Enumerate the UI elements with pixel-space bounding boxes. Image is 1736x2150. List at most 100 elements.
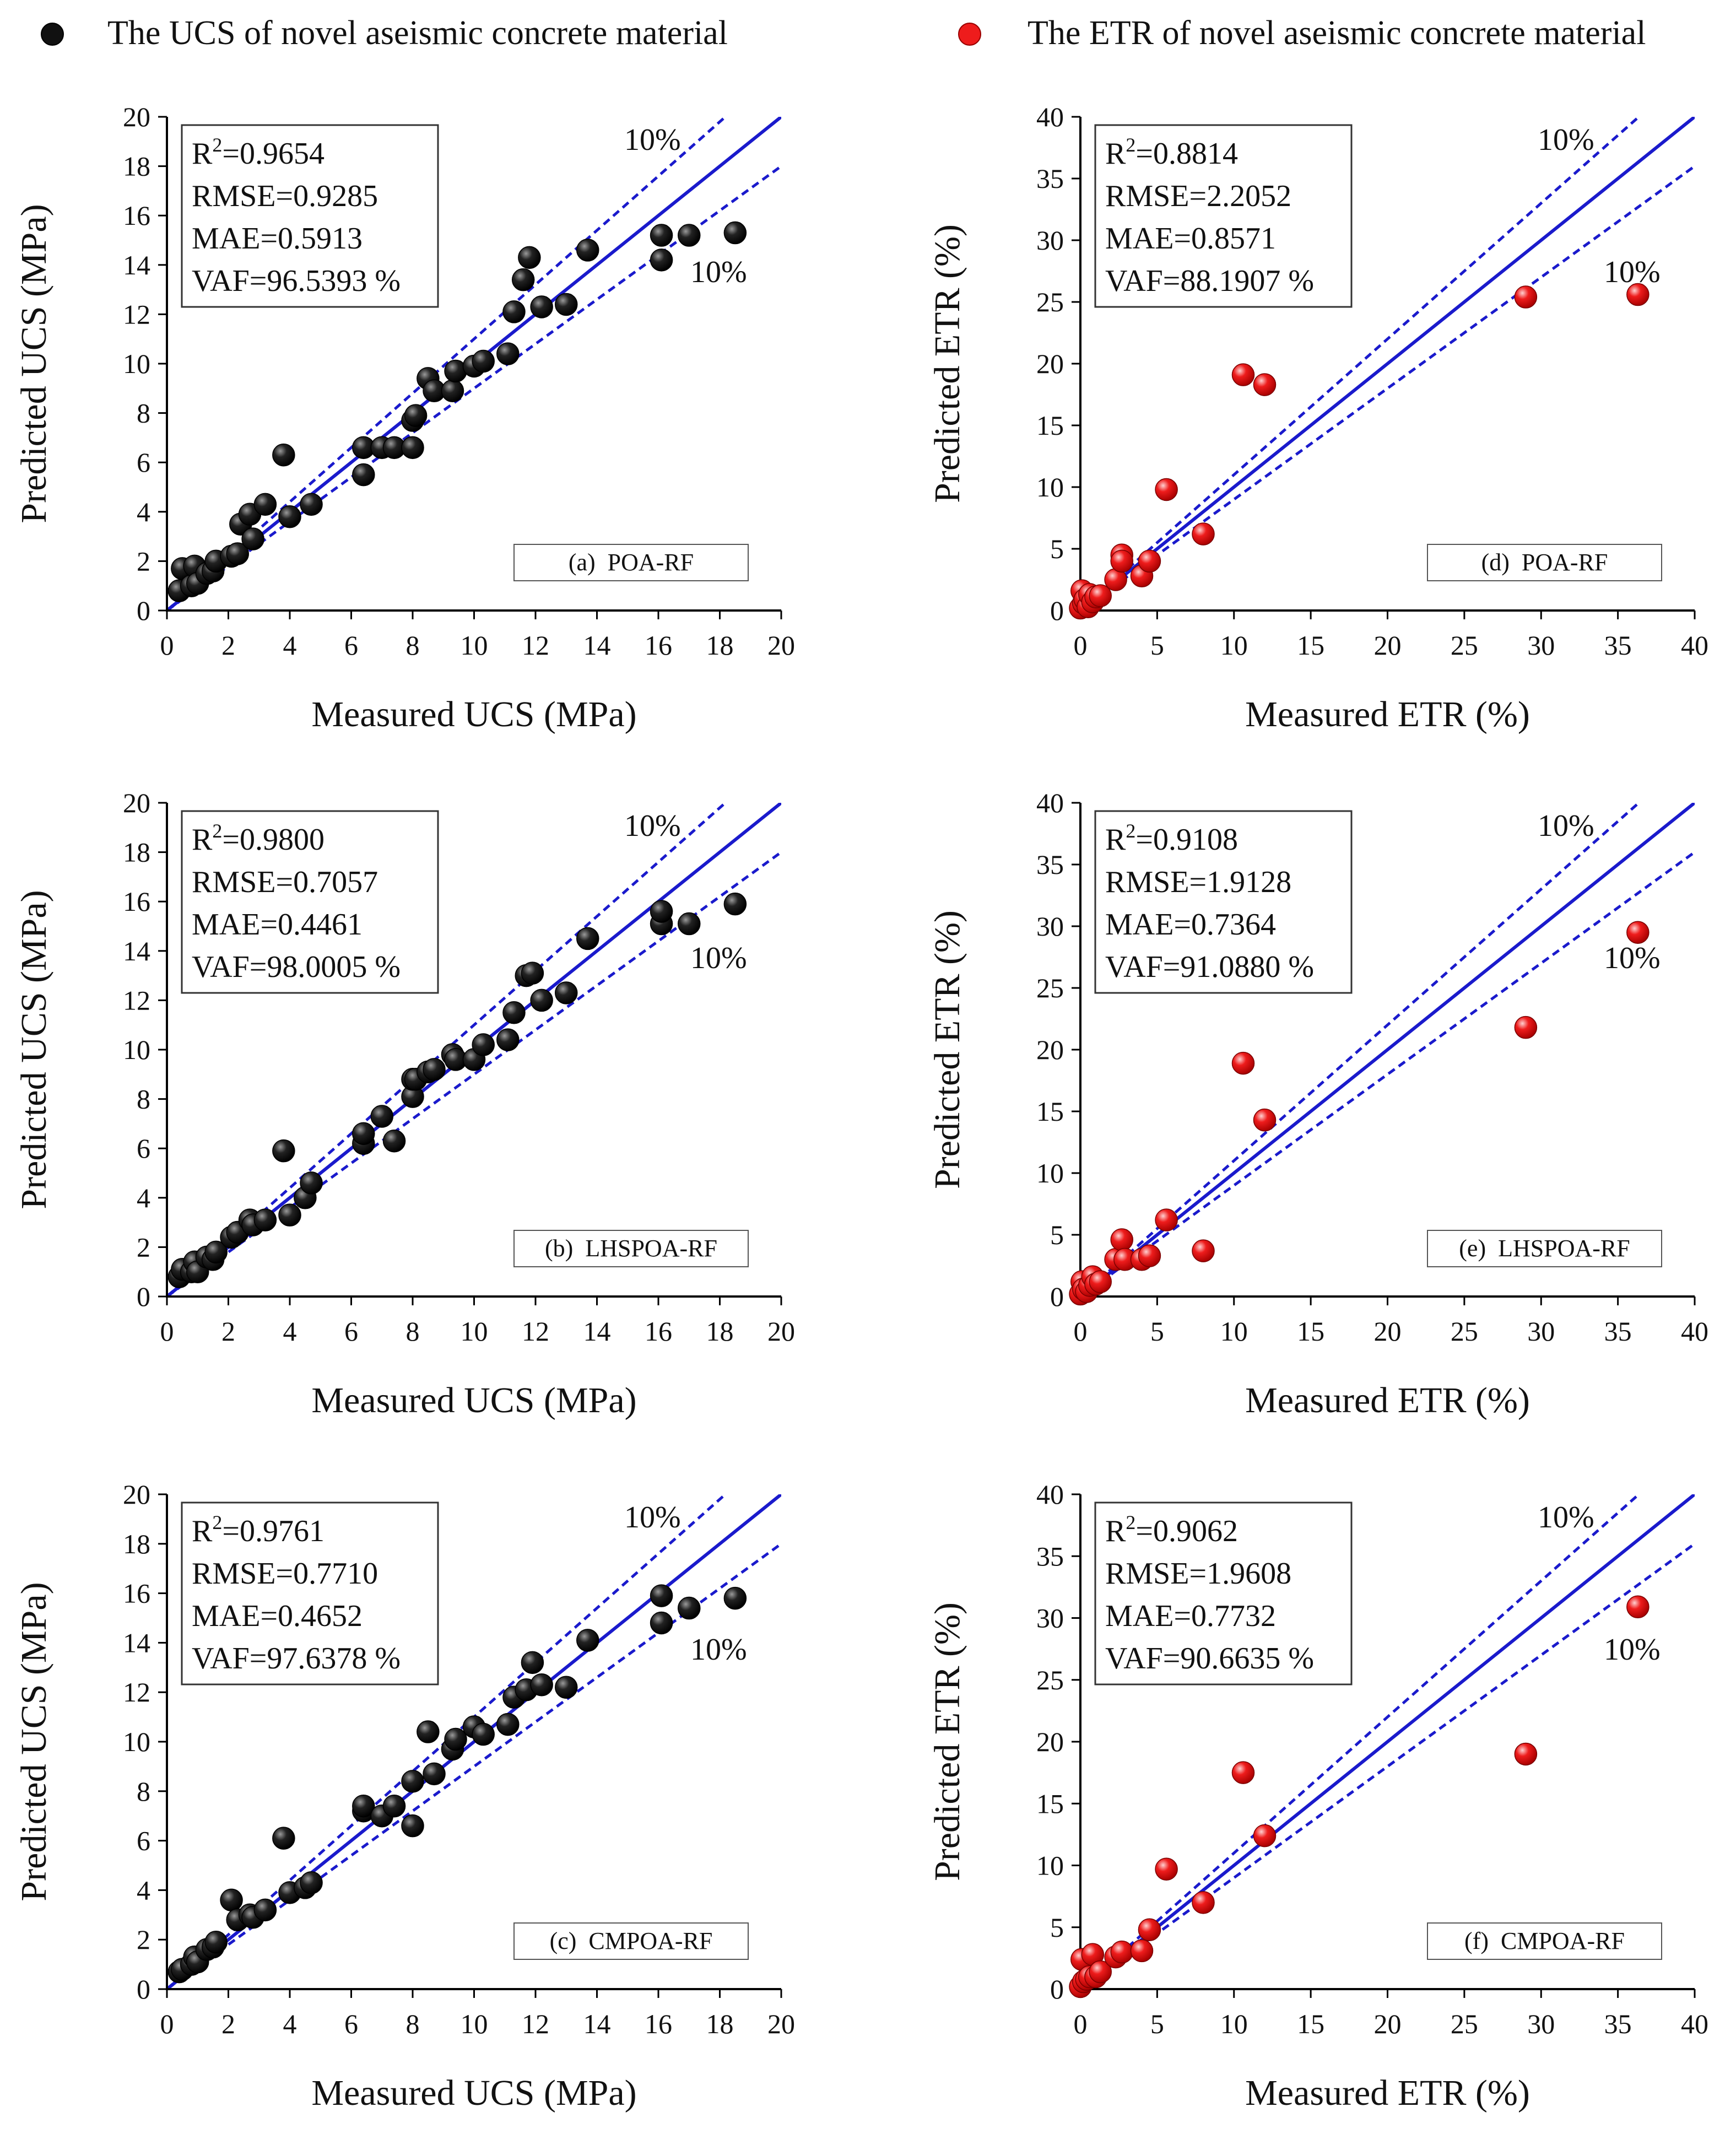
- stat-vaf: VAF=97.6378 %: [192, 1641, 401, 1676]
- data-point: [1626, 921, 1650, 944]
- panel-label-box: (a) POA-RF: [513, 544, 749, 581]
- data-point: [1253, 373, 1277, 396]
- x-tick-label: 6: [344, 2008, 358, 2039]
- x-tick-label: 16: [645, 2008, 672, 2039]
- stats-box: R2=0.9761 RMSE=0.7710 MAE=0.4652 VAF=97.637…: [181, 1501, 439, 1686]
- x-tick-label: 30: [1527, 1316, 1555, 1347]
- x-tick-label: 0: [1074, 1316, 1088, 1347]
- data-point: [241, 527, 264, 550]
- data-point: [678, 1596, 701, 1620]
- panel-label-frame: [513, 544, 749, 581]
- x-tick-label: 25: [1451, 2008, 1478, 2039]
- y-tick-label: 8: [137, 1084, 150, 1115]
- x-tick-label: 6: [344, 630, 358, 661]
- x-axis-title: Measured ETR (%): [1245, 694, 1530, 734]
- x-axis-title: Measured ETR (%): [1245, 1380, 1530, 1420]
- data-point: [530, 295, 553, 318]
- data-point: [650, 900, 673, 923]
- x-tick-label: 10: [1220, 1316, 1248, 1347]
- y-tick-label: 25: [1036, 287, 1064, 317]
- reference-lines: [1080, 117, 1695, 611]
- y-tick-label: 15: [1036, 1096, 1064, 1127]
- data-point: [723, 221, 747, 245]
- data-point: [1231, 363, 1255, 386]
- y-axis-title: Predicted UCS (MPa): [14, 204, 54, 523]
- y-tick-label: 16: [123, 886, 150, 917]
- data-point: [1110, 549, 1134, 573]
- y-tick-label: 18: [123, 1528, 150, 1559]
- x-tick-label: 10: [461, 630, 488, 661]
- data-point: [253, 1208, 277, 1231]
- x-tick-label: 14: [583, 2008, 611, 2039]
- reference-lines: [1080, 1494, 1695, 1989]
- data-point: [555, 293, 578, 316]
- data-points: [1069, 921, 1650, 1306]
- x-axis-title: Measured UCS (MPa): [311, 694, 636, 734]
- data-point: [530, 1673, 553, 1697]
- y-tick-label: 10: [1036, 472, 1064, 503]
- upper-10pct-line: [167, 117, 727, 611]
- x-tick-label: 15: [1297, 630, 1324, 661]
- x-tick-label: 2: [221, 630, 235, 661]
- data-point: [1626, 1595, 1650, 1619]
- panel-d: 0 5 10 15 20 25 30 35 40 0 5 10 15 20 25 30 35 40 Measured…: [927, 101, 1708, 734]
- stat-mae: MAE=0.8571: [1105, 222, 1276, 256]
- y-tick-label: 12: [123, 985, 150, 1015]
- y-tick-label: 35: [1036, 1541, 1064, 1571]
- y-tick-label: 10: [1036, 1158, 1064, 1189]
- identity-line: [1080, 117, 1695, 611]
- data-point: [472, 1033, 495, 1056]
- data-point: [1155, 1208, 1178, 1231]
- y-tick-label: 10: [123, 1726, 150, 1757]
- panel-label: (f) CMPOA-RF: [1464, 1927, 1625, 1954]
- data-point: [352, 1122, 375, 1146]
- x-tick-label: 14: [583, 630, 611, 661]
- y-tick-label: 18: [123, 837, 150, 868]
- y-tick-label: 35: [1036, 849, 1064, 880]
- panel-label-frame: [1427, 1922, 1662, 1960]
- y-tick-label: 0: [1050, 1974, 1064, 2005]
- y-tick-label: 20: [123, 1479, 150, 1510]
- panel-label-frame: [1427, 544, 1662, 581]
- x-tick-label: 6: [344, 1316, 358, 1347]
- data-point: [650, 1584, 673, 1607]
- panel-label: (a) POA-RF: [569, 549, 694, 576]
- y-tick-label: 0: [1050, 595, 1064, 626]
- data-point: [530, 988, 553, 1012]
- data-point: [496, 1028, 520, 1051]
- y-tick-label: 20: [1036, 1034, 1064, 1065]
- x-tick-label: 16: [645, 1316, 672, 1347]
- stat-vaf: VAF=90.6635 %: [1105, 1641, 1314, 1676]
- data-point: [1110, 1228, 1134, 1251]
- y-tick-label: 40: [1036, 787, 1064, 818]
- y-tick-label: 25: [1036, 1665, 1064, 1695]
- y-tick-label: 20: [123, 101, 150, 132]
- y-tick-label: 2: [137, 1231, 150, 1262]
- x-tick-label: 15: [1297, 2008, 1324, 2039]
- data-point: [253, 493, 277, 516]
- data-point: [496, 1713, 520, 1736]
- upper-band-label: 10%: [1538, 809, 1594, 843]
- panel-label-box: (f) CMPOA-RF: [1427, 1922, 1662, 1960]
- stat-rmse: RMSE=0.7057: [192, 865, 378, 899]
- x-tick-label: 20: [1374, 2008, 1402, 2039]
- data-point: [496, 342, 520, 365]
- y-tick-label: 30: [1036, 225, 1064, 256]
- lower-band-label: 10%: [690, 1633, 747, 1667]
- panel-label-frame: [1427, 1230, 1662, 1267]
- stat-r2: R2=0.9062: [1105, 1511, 1238, 1548]
- y-tick-label: 12: [123, 1677, 150, 1708]
- upper-10pct-line: [1080, 117, 1640, 611]
- y-tick-label: 30: [1036, 1603, 1064, 1634]
- data-point: [300, 493, 323, 516]
- data-point: [1192, 522, 1215, 545]
- x-tick-label: 14: [583, 1316, 611, 1347]
- data-point: [300, 1171, 323, 1195]
- lower-band-label: 10%: [1604, 941, 1661, 975]
- x-axis-title: Measured ETR (%): [1245, 2073, 1530, 2113]
- data-point: [1089, 584, 1112, 607]
- data-point: [441, 379, 464, 403]
- data-point: [352, 463, 375, 487]
- data-point: [272, 1139, 295, 1163]
- x-tick-label: 30: [1527, 2008, 1555, 2039]
